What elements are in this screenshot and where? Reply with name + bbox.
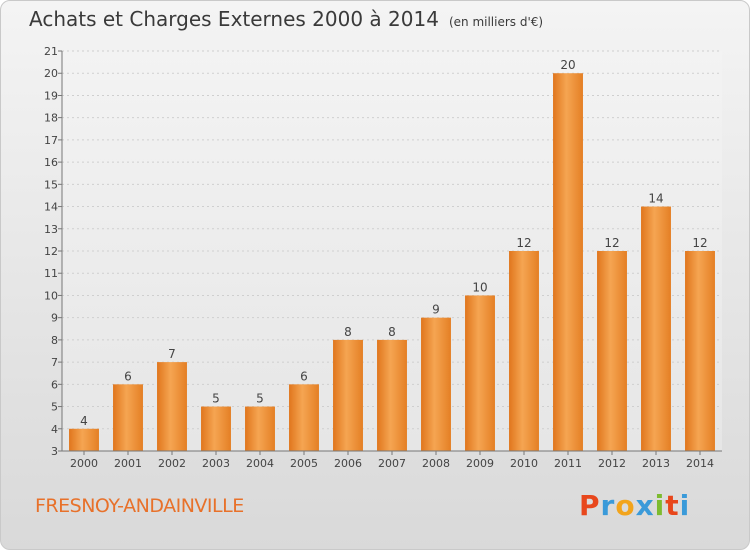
bar-value-label: 20: [560, 58, 575, 72]
y-tick-label: 5: [51, 401, 58, 414]
x-tick-label: 2007: [378, 457, 406, 470]
proxiti-logo: Proxiti: [579, 489, 690, 522]
bar: [377, 339, 407, 451]
y-tick-label: 7: [51, 356, 58, 369]
y-tick-label: 21: [44, 45, 58, 58]
x-tick-label: 2002: [158, 457, 186, 470]
y-tick-label: 14: [44, 201, 58, 214]
bar-value-label: 5: [256, 392, 264, 406]
bar: [245, 406, 275, 451]
y-tick-label: 16: [44, 156, 58, 169]
y-tick-label: 20: [44, 67, 58, 80]
bar: [509, 251, 539, 451]
x-tick-label: 2009: [466, 457, 494, 470]
x-tick-label: 2006: [334, 457, 362, 470]
bar: [69, 428, 99, 451]
logo-letter: x: [635, 489, 655, 522]
y-tick-label: 10: [44, 289, 58, 302]
bar-value-label: 14: [648, 192, 663, 206]
x-axis: 2000 2001 2002 2003 2004 2005 2006 2007 2008 2009…: [62, 450, 722, 470]
bar: [685, 251, 715, 451]
logo-letter: P: [579, 489, 601, 522]
bar: [641, 206, 671, 451]
y-tick-label: 3: [51, 445, 58, 458]
bar-value-label: 6: [300, 369, 308, 383]
logo-letter: r: [600, 489, 616, 522]
x-tick-label: 2001: [114, 457, 142, 470]
bar: [597, 251, 627, 451]
y-axis: 3 4 5 6 7 8 9 10 11 12 13 14 15 16 17 18 19 20 21: [44, 45, 63, 458]
bar-value-label: 10: [472, 280, 487, 294]
logo-letter: t: [665, 489, 680, 522]
y-tick-label: 18: [44, 112, 58, 125]
y-tick-label: 6: [51, 378, 58, 391]
bar: [421, 317, 451, 451]
chart-title-text: Achats et Charges Externes 2000 à 2014: [29, 7, 439, 31]
y-tick-label: 19: [44, 89, 58, 102]
x-tick-label: 2013: [642, 457, 670, 470]
logo-letter: o: [615, 489, 636, 522]
bar-value-label: 9: [432, 303, 440, 317]
y-tick-label: 12: [44, 245, 58, 258]
y-tick-label: 4: [51, 423, 58, 436]
chart-unit: (en milliers d'€): [448, 15, 544, 29]
bar: [289, 384, 319, 451]
bar: [201, 406, 231, 451]
y-tick-label: 8: [51, 334, 58, 347]
bar-value-label: 7: [168, 347, 176, 361]
bar: [113, 384, 143, 451]
y-tick-label: 9: [51, 312, 58, 325]
x-tick-label: 2008: [422, 457, 450, 470]
bar-value-label: 12: [692, 236, 707, 250]
bar-value-label: 12: [516, 236, 531, 250]
x-tick-label: 2012: [598, 457, 626, 470]
bar-value-label: 6: [124, 369, 132, 383]
bar-value-label: 12: [604, 236, 619, 250]
x-tick-label: 2011: [554, 457, 582, 470]
bars: 4 6 7 5 5 6 8 8 9 10 12 20 12 14 12: [69, 58, 715, 451]
x-tick-label: 2014: [686, 457, 714, 470]
bar-value-label: 8: [344, 325, 352, 339]
x-tick-label: 2000: [70, 457, 98, 470]
bar: [333, 339, 363, 451]
bar: [553, 73, 583, 451]
city-name: FRESNOY-ANDAINVILLE: [35, 495, 244, 517]
bar: [465, 295, 495, 451]
bar: [157, 362, 187, 451]
bar-value-label: 8: [388, 325, 396, 339]
bar-value-label: 5: [212, 392, 220, 406]
y-tick-label: 15: [44, 178, 58, 191]
chart-title: Achats et Charges Externes 2000 à 2014 (e…: [29, 7, 543, 31]
bar-value-label: 4: [80, 414, 88, 428]
x-tick-label: 2003: [202, 457, 230, 470]
y-tick-label: 17: [44, 134, 58, 147]
logo-letter: i: [654, 489, 666, 522]
x-tick-label: 2005: [290, 457, 318, 470]
y-tick-label: 11: [44, 267, 58, 280]
y-tick-label: 13: [44, 223, 58, 236]
x-tick-label: 2010: [510, 457, 538, 470]
logo-letter: i: [679, 489, 691, 522]
x-tick-label: 2004: [246, 457, 274, 470]
